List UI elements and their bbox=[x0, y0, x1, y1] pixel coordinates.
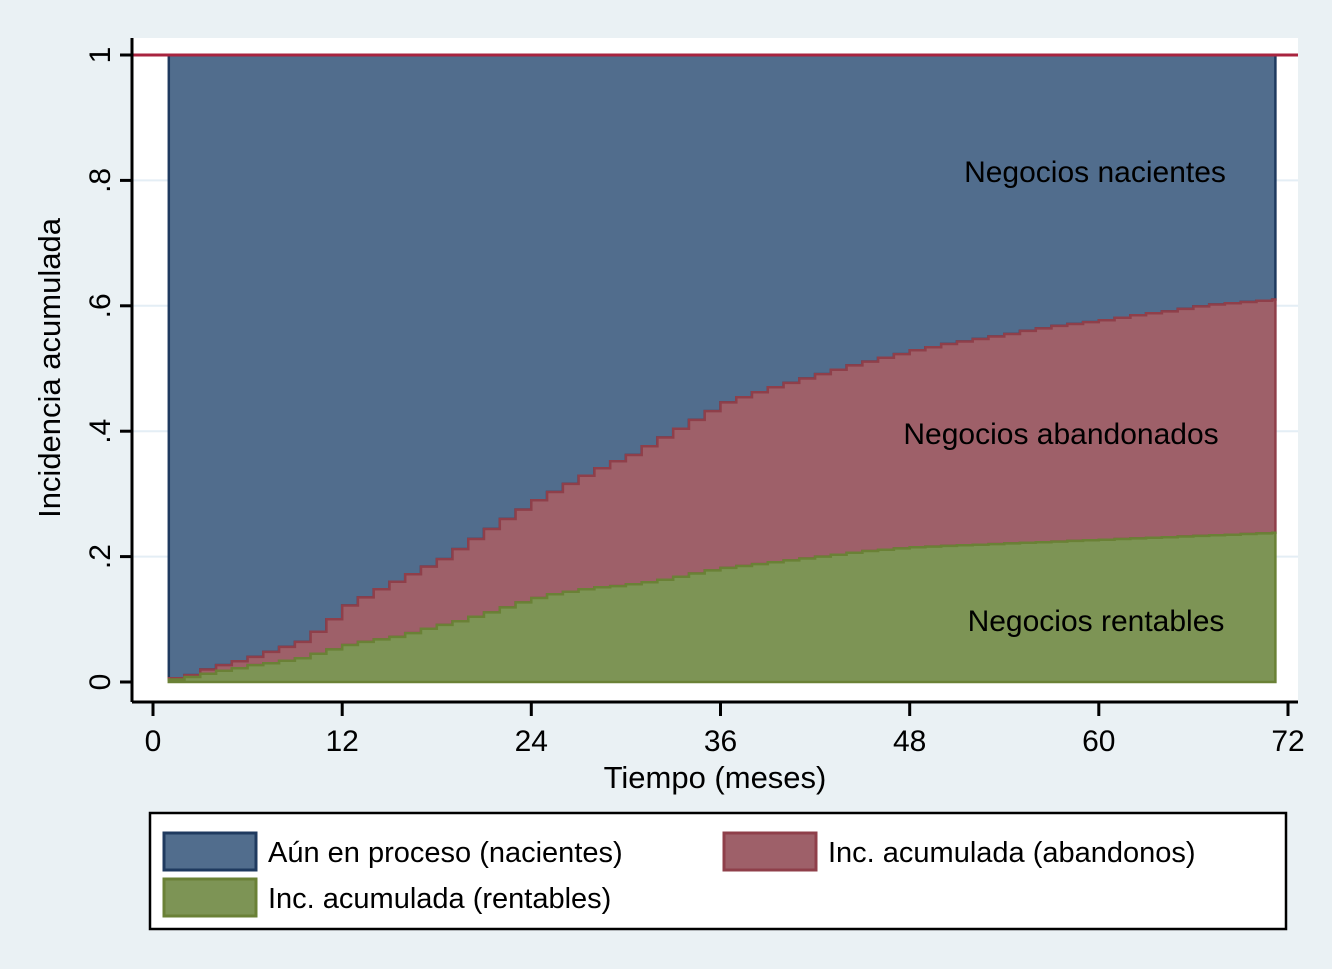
area-rentables bbox=[167, 531, 1277, 684]
y-tick-label: .2 bbox=[84, 544, 117, 569]
y-axis-ticks: 0 .2 .4 .6 .8 1 bbox=[84, 47, 132, 691]
x-tick-label: 60 bbox=[1082, 725, 1115, 758]
legend-label-rentables: Inc. acumulada (rentables) bbox=[268, 883, 611, 915]
y-tick-label: 1 bbox=[84, 47, 117, 64]
x-tick-label: 24 bbox=[515, 725, 548, 758]
legend: Aún en proceso (nacientes) Inc. acumulad… bbox=[148, 811, 1288, 931]
y-tick-label: 0 bbox=[84, 674, 117, 691]
y-tick-label: .8 bbox=[84, 168, 117, 193]
x-axis-ticks: 0 12 24 36 48 60 72 bbox=[145, 702, 1305, 758]
x-tick-label: 48 bbox=[893, 725, 926, 758]
x-tick-label: 12 bbox=[326, 725, 359, 758]
area-label-rentables: Negocios rentables bbox=[968, 605, 1225, 638]
x-axis-title: Tiempo (meses) bbox=[604, 760, 827, 795]
area-label-abandonos: Negocios abandonados bbox=[903, 418, 1218, 451]
legend-swatch-rentables bbox=[162, 877, 258, 918]
legend-box bbox=[148, 811, 1288, 931]
legend-swatch-abandonos bbox=[722, 831, 818, 872]
legend-swatch-nacientes bbox=[162, 831, 258, 872]
stacked-areas bbox=[167, 53, 1277, 684]
y-tick-label: .4 bbox=[84, 419, 117, 444]
legend-label-abandonos: Inc. acumulada (abandonos) bbox=[828, 837, 1196, 869]
x-tick-label: 36 bbox=[704, 725, 737, 758]
x-tick-label: 72 bbox=[1271, 725, 1304, 758]
y-axis-title: Incidencia acumulada bbox=[32, 217, 67, 518]
legend-label-nacientes: Aún en proceso (nacientes) bbox=[268, 837, 623, 869]
x-tick-label: 0 bbox=[145, 725, 162, 758]
area-label-nacientes: Negocios nacientes bbox=[964, 156, 1226, 189]
y-tick-label: .6 bbox=[84, 293, 117, 318]
